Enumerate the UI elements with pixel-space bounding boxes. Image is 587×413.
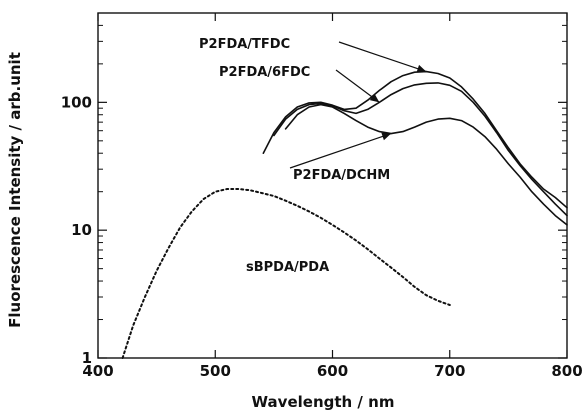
plot-border (97, 12, 568, 359)
y-tick-label: 100 (61, 93, 92, 111)
annotation-arrows (289, 41, 427, 169)
x-tick-label: 700 (434, 362, 465, 380)
plot-frame (97, 12, 568, 359)
annotation-arrow-line (335, 69, 380, 103)
axis-tick-labels: 400 500 600 700 800 1 10 100 (61, 93, 583, 380)
annotation-arrow-line (338, 41, 427, 73)
x-tick-label: 400 (82, 362, 113, 380)
y-axis-label: Fluorescence Intensity / arb.unit (6, 52, 24, 328)
annotation-label-p2fda-dchm: P2FDA/DCHM (293, 168, 390, 183)
series-lines (121, 70, 568, 359)
x-tick-label: 500 (200, 362, 231, 380)
axis-ticks (97, 12, 568, 359)
series-line-p2fda-dchm (284, 103, 568, 226)
x-tick-label: 600 (317, 362, 348, 380)
annotation-arrow-head (416, 64, 427, 73)
annotation-arrow-head (381, 132, 392, 141)
series-line-p2fda-6fdc (273, 82, 568, 217)
series-line-sbpda-pda (121, 188, 451, 359)
series-line-p2fda-tfdc (262, 70, 568, 209)
annotation-label-p2fda-tfdc: P2FDA/TFDC (199, 37, 290, 52)
annotation-label-p2fda-6fdc: P2FDA/6FDC (219, 65, 310, 80)
y-tick-label: 1 (82, 349, 92, 367)
annotation-arrow-head (369, 93, 380, 103)
annotation-label-sbpda-pda: sBPDA/PDA (246, 260, 329, 275)
y-tick-label: 10 (71, 221, 92, 239)
x-axis-label: Wavelength / nm (252, 393, 395, 411)
annotation-arrow-line (289, 132, 392, 169)
x-tick-label: 800 (551, 362, 582, 380)
